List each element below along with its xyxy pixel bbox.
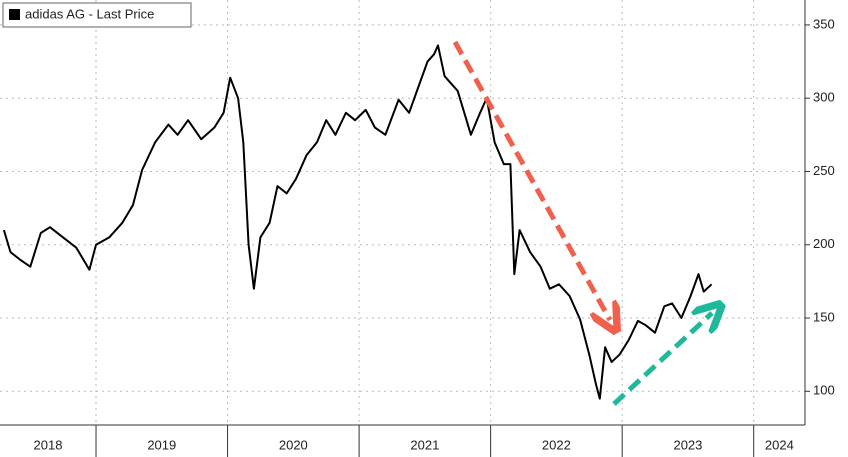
y-tick-label: 250 bbox=[813, 163, 835, 178]
x-tick-label: 2018 bbox=[34, 437, 63, 452]
y-tick-label: 300 bbox=[813, 90, 835, 105]
legend: adidas AG - Last Price bbox=[2, 2, 192, 28]
down-arrow bbox=[452, 40, 610, 320]
up-arrow bbox=[612, 313, 712, 406]
x-tick-label: 2023 bbox=[673, 437, 702, 452]
y-tick-label: 150 bbox=[813, 309, 835, 324]
x-tick-label: 2020 bbox=[279, 437, 308, 452]
plot bbox=[2, 44, 713, 400]
grid bbox=[0, 0, 805, 425]
y-tick-label: 350 bbox=[813, 16, 835, 31]
x-tick-label: 2019 bbox=[147, 437, 176, 452]
x-tick-label: 2024 bbox=[765, 437, 794, 452]
legend-box bbox=[2, 2, 192, 28]
legend-label: adidas AG - Last Price bbox=[25, 6, 154, 21]
legend-swatch bbox=[9, 9, 20, 20]
price-line bbox=[2, 44, 713, 400]
x-tick-label: 2022 bbox=[542, 437, 571, 452]
y-tick-label: 200 bbox=[813, 236, 835, 251]
x-tick-label: 2021 bbox=[410, 437, 439, 452]
y-tick-label: 100 bbox=[813, 383, 835, 398]
